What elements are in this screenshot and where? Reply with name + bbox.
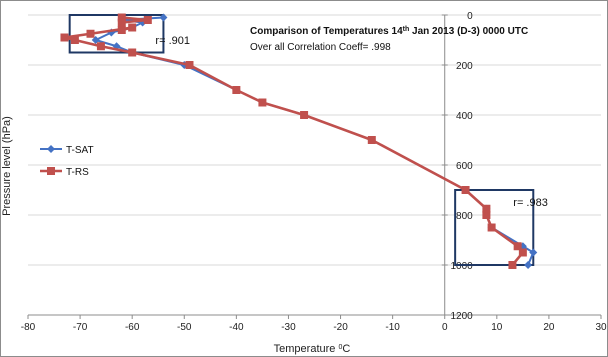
y-tick-label: 400 [456, 111, 473, 122]
x-tick-label: 20 [543, 322, 555, 333]
legend-label-tsat: T-SAT [66, 145, 94, 156]
tick-layer: -80 -70 -60 -50 -40 -30 -20 -10 0 10 20 30 0 200 400 60… [21, 11, 607, 333]
data-point-marker [529, 248, 538, 257]
legend-marker-trs [47, 167, 55, 175]
x-tick-label: -30 [281, 322, 296, 333]
data-point-marker [461, 186, 470, 194]
legend-item-trs: T-RS [40, 167, 89, 178]
legend-label-trs: T-RS [66, 167, 89, 178]
data-point-marker [143, 16, 152, 24]
data-point-marker [185, 61, 194, 69]
data-point-marker [482, 204, 491, 213]
data-point-marker [508, 261, 517, 269]
data-point-marker [159, 13, 168, 22]
data-point-marker [128, 48, 137, 57]
correlation-label: r= .983 [513, 197, 548, 209]
x-tick-label: 0 [442, 322, 448, 333]
data-point-marker [117, 13, 126, 22]
x-tick-label: -80 [21, 322, 36, 333]
x-tick-label: -20 [333, 322, 348, 333]
x-tick-label: -10 [385, 322, 400, 333]
data-point-marker [91, 36, 100, 44]
data-point-marker [128, 23, 137, 32]
data-point-marker [367, 136, 376, 144]
data-point-marker [86, 29, 95, 38]
annotation-box-layer: r= .901 r= .983 [68, 14, 548, 266]
x-tick-label: -70 [73, 322, 88, 333]
data-point-marker [96, 42, 105, 51]
data-point-marker [258, 98, 267, 107]
y-tick-label: 600 [456, 161, 473, 172]
data-point-marker [300, 111, 309, 119]
series-layer [60, 13, 538, 269]
y-tick-label: 1200 [450, 311, 473, 322]
y-tick-label: 0 [467, 11, 473, 22]
x-tick-label: -60 [125, 322, 140, 333]
correlation-label: r= .901 [155, 35, 190, 47]
chart-subtitle: Over all Correlation Coeff= .998 [250, 42, 391, 53]
data-point-marker [524, 261, 533, 269]
legend: T-SAT T-RS [40, 145, 94, 178]
y-tick-label: 200 [456, 61, 473, 72]
data-point-marker [117, 26, 126, 34]
x-tick-label: 10 [491, 322, 503, 333]
x-tick-label: -50 [177, 322, 192, 333]
data-point-marker [232, 86, 241, 94]
data-point-marker [518, 248, 527, 257]
x-tick-label: -40 [229, 322, 244, 333]
x-axis-title: Temperature 0C [274, 343, 351, 355]
chart-title: Comparison of Temperatures 14th Jan 2013… [250, 26, 528, 38]
data-point-marker [60, 33, 69, 42]
x-tick-label: 30 [595, 322, 607, 333]
data-point-marker [482, 211, 491, 219]
correlation-box [68, 14, 165, 54]
y-tick-label: 800 [456, 211, 473, 222]
legend-item-tsat: T-SAT [40, 145, 94, 156]
data-point-marker [487, 223, 496, 232]
data-point-marker [117, 18, 126, 27]
correlation-box [454, 189, 535, 266]
y-tick-label: 1000 [450, 261, 473, 272]
data-point-marker [70, 36, 79, 44]
series-line [63, 16, 525, 266]
data-point-marker [513, 242, 522, 251]
y-axis-title: Pressure level (hPa) [1, 116, 13, 216]
legend-marker-tsat [47, 145, 55, 153]
